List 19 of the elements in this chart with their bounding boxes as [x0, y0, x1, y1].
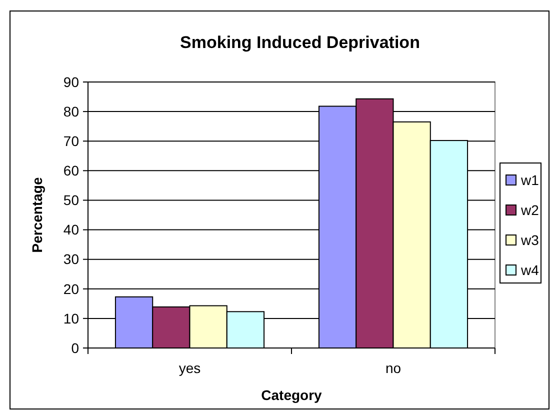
y-tick-label: 80 [63, 103, 80, 120]
y-tick-label: 20 [63, 280, 80, 297]
legend-label: w1 [520, 172, 540, 188]
y-tick-label: 10 [63, 310, 80, 326]
y-tick-label: 0 [71, 340, 80, 356]
legend-label: w3 [520, 232, 540, 248]
x-axis-title: Category [261, 387, 322, 403]
x-tick-label: yes [178, 360, 201, 376]
y-tick-label: 30 [63, 251, 80, 268]
y-tick-label: 70 [63, 133, 80, 150]
chart-title: Smoking Induced Deprivation [180, 33, 420, 52]
legend-label: w4 [520, 262, 540, 278]
y-tick-label: 40 [63, 222, 80, 238]
x-tick-label: no [385, 360, 402, 376]
y-tick-label: 90 [63, 74, 80, 90]
y-tick-label: 60 [63, 162, 80, 179]
legend-label: w2 [520, 202, 540, 218]
y-axis-title: Percentage [29, 177, 45, 253]
y-tick-label: 50 [63, 192, 80, 208]
